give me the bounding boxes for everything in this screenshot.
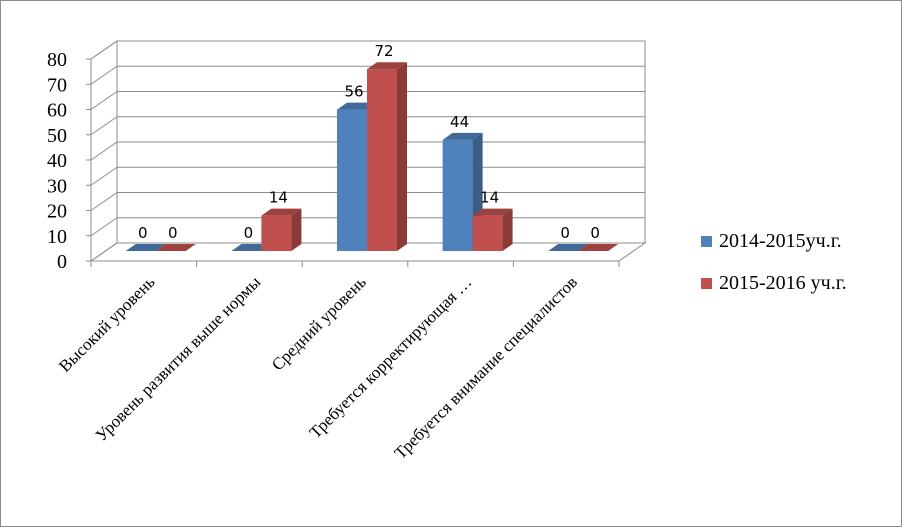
bar-front	[337, 109, 367, 251]
gridline	[90, 65, 645, 85]
bar-top	[261, 208, 302, 216]
y-tick-label: 50	[47, 125, 67, 147]
bars	[125, 62, 619, 252]
x-category-label: Уровень развития выше нормы	[92, 272, 265, 445]
bar-top	[548, 244, 589, 251]
y-tick-label: 30	[47, 175, 67, 197]
gridline	[90, 116, 645, 136]
bar-side	[502, 208, 513, 251]
y-tick-label: 20	[47, 201, 67, 223]
y-tick-label: 70	[47, 74, 67, 96]
x-category-label: Требуется внимание специалистов	[391, 272, 581, 462]
data-label: 0	[560, 224, 570, 242]
y-tick-label: 0	[57, 251, 67, 273]
legend-label: 2014-2015уч.г.	[719, 230, 842, 252]
legend-swatch	[701, 236, 712, 247]
legend-swatch	[701, 278, 712, 289]
bar-top	[155, 244, 196, 251]
bar	[472, 208, 513, 251]
data-label: 0	[590, 224, 600, 242]
gridline	[90, 40, 645, 60]
data-label: 14	[480, 189, 499, 207]
data-label: 0	[244, 224, 254, 242]
bar-front	[367, 69, 397, 251]
bar-top	[125, 244, 166, 251]
data-label: 0	[168, 224, 178, 242]
data-label: 14	[269, 189, 288, 207]
data-labels: 0 0 0 14 56 72 44 14 0 0	[138, 42, 600, 242]
bar	[367, 62, 407, 252]
bar	[261, 208, 302, 251]
bar-front	[442, 139, 473, 251]
y-tick-label: 40	[47, 150, 67, 172]
x-category-label: Средний уровень	[268, 272, 370, 374]
bar-front	[472, 215, 503, 251]
y-axis-ticks: 0 10 20 30 40 50 60 70 80	[47, 49, 91, 273]
data-label: 44	[450, 113, 469, 131]
legend-label: 2015-2016 уч.г.	[719, 272, 847, 294]
x-category-label: Высокий уровень	[55, 272, 159, 376]
data-label: 0	[138, 224, 148, 242]
bar-side	[291, 208, 302, 251]
bar-top	[578, 244, 619, 251]
bar	[155, 244, 196, 251]
bar-top	[472, 208, 513, 216]
bar-side	[397, 62, 407, 252]
y-tick-label: 60	[47, 100, 67, 122]
y-tick-label: 10	[47, 226, 67, 248]
bar	[125, 244, 166, 251]
legend: 2014-2015уч.г. 2015-2016 уч.г.	[701, 230, 847, 294]
bar-front	[261, 215, 292, 251]
data-label: 56	[344, 83, 363, 101]
gridline	[90, 91, 645, 110]
bar	[548, 244, 589, 251]
y-tick-label: 80	[47, 49, 67, 71]
bar-top	[442, 132, 483, 140]
data-label: 72	[374, 42, 393, 60]
bar-top	[367, 62, 407, 70]
bar	[578, 244, 619, 251]
